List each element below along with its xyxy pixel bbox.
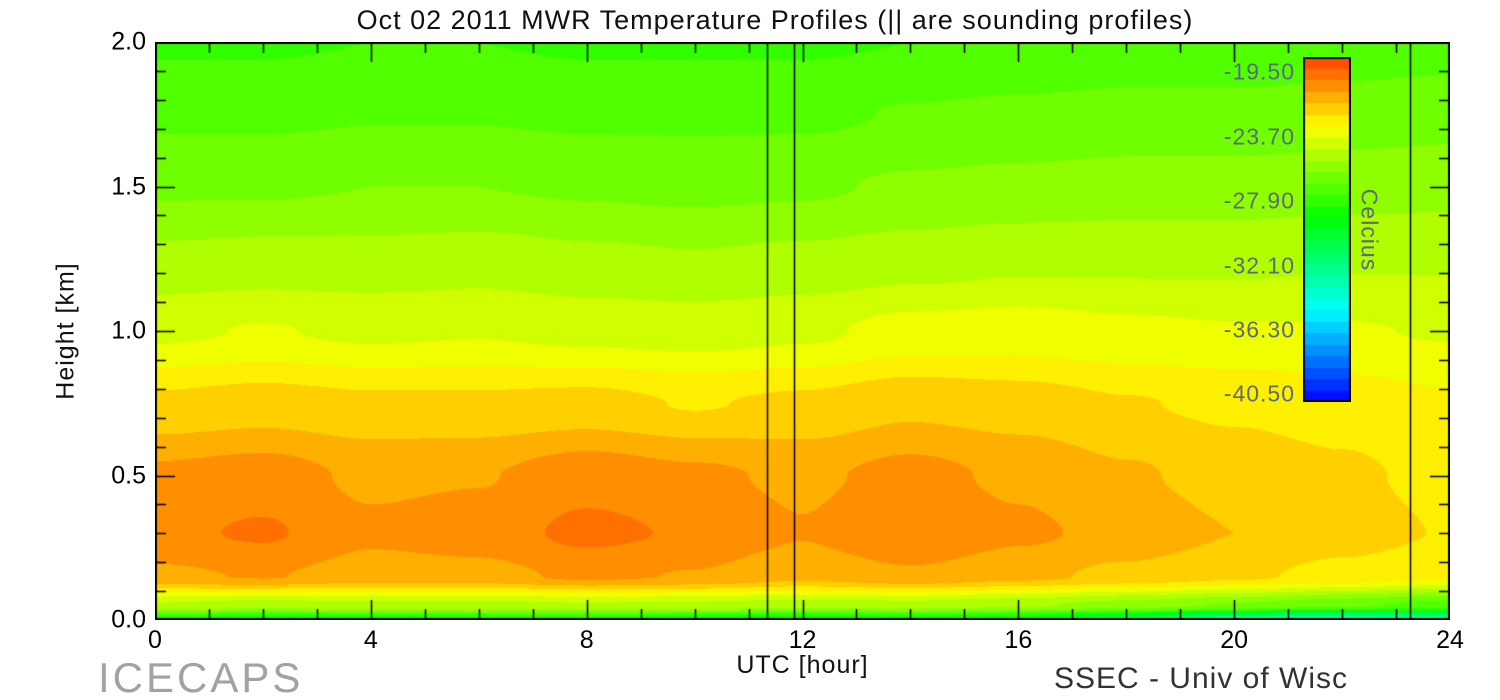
chart-title: Oct 02 2011 MWR Temperature Profiles (||… [356,5,1194,35]
y-tick-label: 0.0 [111,605,146,634]
y-tick-label: 2.0 [111,27,146,56]
colorbar-canvas [1303,57,1351,402]
x-tick-label: 0 [148,626,162,654]
y-axis-label: Height [km] [51,262,80,400]
colorbar-tick-label: -36.30 [1223,316,1295,343]
y-tick-label: 1.5 [111,172,146,200]
colorbar-tick-label: -32.10 [1223,252,1295,279]
heatmap-canvas [155,42,1450,620]
colorbar-tick-label: -23.70 [1223,123,1295,150]
x-tick-label: 4 [363,626,378,654]
footer-credit-label: SSEC - Univ of Wisc [1053,662,1348,695]
y-tick-label: 1.0 [111,316,146,345]
x-tick-label: 20 [1220,626,1249,654]
x-tick-label: 12 [788,626,817,654]
x-tick-label: 24 [1436,626,1464,654]
colorbar-tick-label: -40.50 [1223,380,1295,407]
x-tick-label: 8 [579,626,594,654]
footer-project-label: ICECAPS [98,654,304,700]
x-tick-label: 16 [1004,626,1033,654]
x-axis-label: UTC [hour] [736,651,869,679]
colorbar-tick-label: -27.90 [1223,187,1295,214]
colorbar-tick-label: -19.50 [1223,58,1295,85]
y-tick-label: 0.5 [111,461,146,489]
colorbar-title: Celcius [1356,188,1383,272]
